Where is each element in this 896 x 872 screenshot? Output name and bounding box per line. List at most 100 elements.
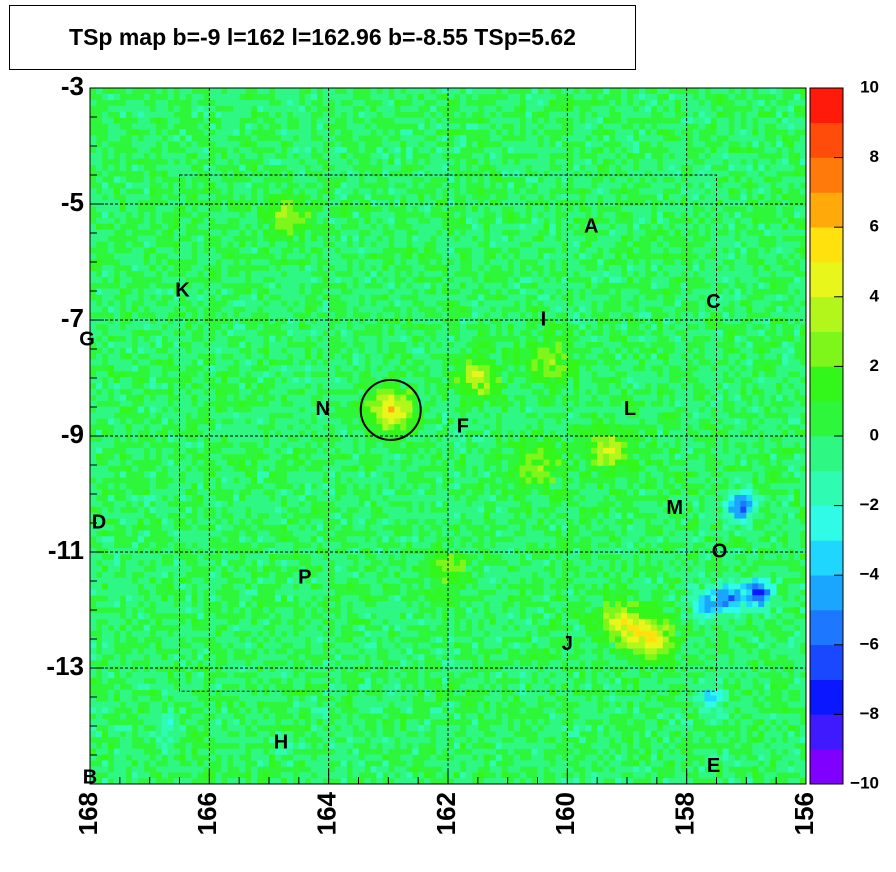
heatmap-cell [125, 229, 133, 236]
heatmap-cell [358, 471, 365, 478]
heatmap-cell [107, 88, 115, 95]
heatmap-cell [740, 247, 747, 254]
heatmap-cell [746, 512, 753, 519]
heatmap-cell [274, 306, 282, 313]
heatmap-cell [280, 430, 288, 437]
heatmap-cell [680, 500, 688, 508]
heatmap-cell [644, 400, 652, 407]
heatmap-cell [346, 489, 353, 496]
heatmap-cell [292, 424, 300, 431]
heatmap-cell [191, 471, 198, 478]
heatmap-cell [776, 188, 783, 195]
heatmap-cell [239, 418, 246, 425]
heatmap-cell [263, 447, 270, 455]
heatmap-cell [340, 158, 347, 166]
heatmap-cell [113, 288, 121, 295]
heatmap-cell [442, 341, 449, 348]
heatmap-cell [489, 146, 497, 154]
heatmap-cell [477, 483, 485, 490]
heatmap-cell [794, 282, 801, 289]
heatmap-cell [161, 288, 168, 295]
heatmap-cell [382, 483, 389, 490]
heatmap-cell [561, 406, 568, 413]
heatmap-cell [418, 418, 425, 425]
heatmap-cell [698, 453, 705, 460]
heatmap-cell [167, 359, 174, 366]
heatmap-cell [734, 471, 741, 478]
heatmap-cell [740, 453, 747, 460]
heatmap-cell [388, 400, 395, 407]
heatmap-cell [364, 188, 371, 195]
heatmap-cell [185, 406, 192, 413]
heatmap-cell [800, 489, 807, 496]
heatmap-cell [292, 93, 300, 101]
heatmap-cell [143, 217, 151, 225]
heatmap-cell [382, 347, 389, 354]
heatmap-cell [239, 359, 246, 366]
heatmap-cell [257, 205, 264, 213]
heatmap-cell [239, 353, 246, 360]
heatmap-cell [686, 335, 694, 343]
heatmap-cell [776, 323, 783, 331]
heatmap-cell [543, 335, 550, 343]
heatmap-cell [280, 424, 288, 431]
heatmap-cell [543, 176, 550, 183]
heatmap-cell [245, 329, 252, 337]
heatmap-cell [716, 259, 723, 266]
heatmap-cell [621, 229, 628, 236]
heatmap-cell [197, 347, 204, 354]
heatmap-cell [107, 200, 115, 207]
heatmap-cell [245, 288, 252, 295]
heatmap-cell [286, 441, 294, 449]
heatmap-cell [644, 318, 652, 325]
heatmap-cell [251, 211, 258, 219]
heatmap-cell [424, 430, 431, 437]
heatmap-cell [716, 129, 723, 136]
heatmap-cell [388, 259, 395, 266]
heatmap-cell [161, 164, 168, 171]
heatmap-cell [561, 353, 568, 360]
heatmap-cell [734, 477, 741, 484]
heatmap-cell [627, 158, 634, 166]
heatmap-cell [644, 506, 652, 514]
heatmap-cell [388, 394, 395, 402]
heatmap-cell [221, 235, 228, 242]
heatmap-cell [269, 365, 276, 372]
heatmap-cell [746, 500, 753, 508]
heatmap-cell [609, 123, 616, 130]
heatmap-cell [692, 477, 699, 484]
heatmap-cell [531, 93, 538, 101]
heatmap-cell [370, 418, 377, 425]
heatmap-cell [167, 253, 174, 260]
heatmap-cell [615, 365, 622, 372]
heatmap-cell [424, 359, 431, 366]
heatmap-cell [537, 158, 544, 166]
heatmap-cell [298, 300, 306, 307]
heatmap-cell [304, 200, 312, 207]
heatmap-cell [352, 430, 359, 437]
heatmap-cell [764, 447, 771, 455]
heatmap-cell [722, 200, 729, 207]
heatmap-cell [597, 259, 604, 266]
heatmap-cell [191, 300, 198, 307]
heatmap-cell [710, 135, 717, 142]
heatmap-cell [776, 312, 783, 319]
heatmap-cell [448, 459, 455, 466]
heatmap-cell [221, 412, 228, 419]
heatmap-cell [459, 241, 467, 248]
heatmap-cell [680, 394, 688, 402]
heatmap-cell [131, 447, 139, 455]
heatmap-cell [579, 518, 586, 525]
heatmap-cell [280, 264, 288, 272]
heatmap-cell [179, 253, 186, 260]
heatmap-cell [561, 518, 568, 525]
heatmap-cell [167, 412, 174, 419]
heatmap-cell [406, 512, 413, 519]
heatmap-cell [519, 235, 526, 242]
heatmap-cell [477, 158, 485, 166]
heatmap-cell [674, 123, 682, 130]
heatmap-cell [495, 377, 503, 384]
heatmap-cell [90, 329, 97, 337]
heatmap-cell [436, 483, 443, 490]
heatmap-cell [585, 117, 592, 124]
